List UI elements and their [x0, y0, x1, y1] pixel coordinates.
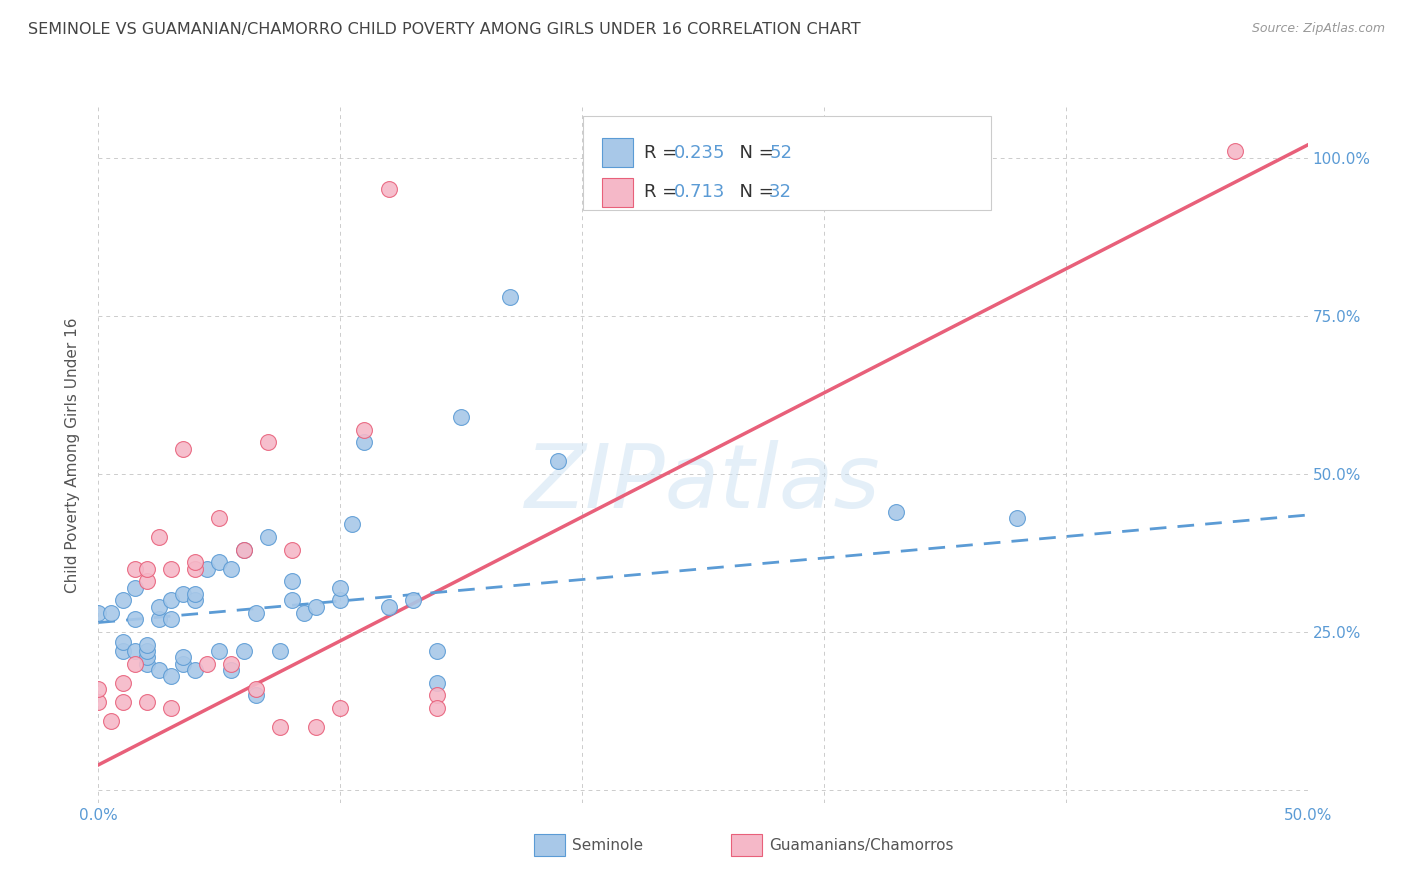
- Point: [172, 650, 194, 665]
- Point: [111, 695, 134, 709]
- Point: [281, 542, 304, 557]
- Point: [135, 562, 157, 576]
- Point: [124, 562, 146, 576]
- Point: [329, 581, 352, 595]
- Point: [256, 530, 278, 544]
- Point: [135, 574, 157, 589]
- Point: [184, 562, 207, 576]
- Point: [426, 701, 449, 715]
- Point: [160, 562, 183, 576]
- Point: [1007, 511, 1029, 525]
- Point: [245, 681, 267, 696]
- Point: [124, 644, 146, 658]
- Point: [305, 720, 328, 734]
- Text: N =: N =: [728, 184, 780, 202]
- Point: [353, 423, 375, 437]
- Text: 52: 52: [769, 144, 792, 161]
- Text: 0.713: 0.713: [673, 184, 725, 202]
- Point: [135, 644, 157, 658]
- Point: [184, 593, 207, 607]
- Point: [148, 612, 170, 626]
- Point: [269, 644, 291, 658]
- Point: [256, 435, 278, 450]
- Point: [160, 612, 183, 626]
- Point: [232, 644, 254, 658]
- Point: [221, 663, 243, 677]
- Point: [87, 681, 110, 696]
- Text: ZIPatlas: ZIPatlas: [526, 440, 880, 525]
- Point: [111, 634, 134, 648]
- Text: R =: R =: [644, 144, 683, 161]
- Point: [426, 688, 449, 702]
- Point: [208, 556, 231, 570]
- Point: [208, 511, 231, 525]
- Point: [148, 530, 170, 544]
- Point: [208, 644, 231, 658]
- Point: [184, 556, 207, 570]
- Point: [100, 606, 122, 620]
- Point: [498, 290, 520, 304]
- Point: [124, 657, 146, 671]
- Point: [402, 593, 425, 607]
- Point: [111, 593, 134, 607]
- Text: Source: ZipAtlas.com: Source: ZipAtlas.com: [1251, 22, 1385, 36]
- Point: [124, 581, 146, 595]
- Point: [305, 599, 328, 614]
- Point: [221, 657, 243, 671]
- Point: [184, 663, 207, 677]
- Point: [87, 695, 110, 709]
- Point: [1223, 145, 1246, 159]
- Text: 0.235: 0.235: [673, 144, 725, 161]
- Point: [100, 714, 122, 728]
- Point: [813, 182, 835, 196]
- Point: [426, 675, 449, 690]
- Point: [329, 593, 352, 607]
- Text: Seminole: Seminole: [572, 838, 644, 853]
- Point: [124, 612, 146, 626]
- Point: [148, 599, 170, 614]
- Point: [886, 505, 908, 519]
- Point: [353, 435, 375, 450]
- Text: SEMINOLE VS GUAMANIAN/CHAMORRO CHILD POVERTY AMONG GIRLS UNDER 16 CORRELATION CH: SEMINOLE VS GUAMANIAN/CHAMORRO CHILD POV…: [28, 22, 860, 37]
- Point: [281, 574, 304, 589]
- Point: [377, 182, 399, 196]
- Point: [160, 701, 183, 715]
- Point: [245, 688, 267, 702]
- Text: 32: 32: [769, 184, 792, 202]
- Point: [135, 657, 157, 671]
- Point: [232, 542, 254, 557]
- Point: [547, 454, 569, 468]
- Point: [426, 644, 449, 658]
- Point: [111, 644, 134, 658]
- Point: [377, 599, 399, 614]
- Point: [160, 669, 183, 683]
- Point: [135, 650, 157, 665]
- Point: [172, 657, 194, 671]
- Point: [245, 606, 267, 620]
- Text: Guamanians/Chamorros: Guamanians/Chamorros: [769, 838, 953, 853]
- Point: [172, 587, 194, 601]
- Point: [87, 606, 110, 620]
- Point: [148, 663, 170, 677]
- Point: [135, 695, 157, 709]
- Text: N =: N =: [728, 144, 780, 161]
- Point: [184, 587, 207, 601]
- Point: [281, 593, 304, 607]
- Point: [221, 562, 243, 576]
- Point: [172, 442, 194, 456]
- Point: [111, 675, 134, 690]
- Point: [269, 720, 291, 734]
- Point: [450, 409, 472, 424]
- Point: [292, 606, 315, 620]
- Point: [342, 517, 364, 532]
- Point: [195, 657, 218, 671]
- Y-axis label: Child Poverty Among Girls Under 16: Child Poverty Among Girls Under 16: [65, 318, 80, 592]
- Point: [135, 638, 157, 652]
- Text: R =: R =: [644, 184, 683, 202]
- Point: [329, 701, 352, 715]
- Point: [232, 542, 254, 557]
- Point: [195, 562, 218, 576]
- Point: [160, 593, 183, 607]
